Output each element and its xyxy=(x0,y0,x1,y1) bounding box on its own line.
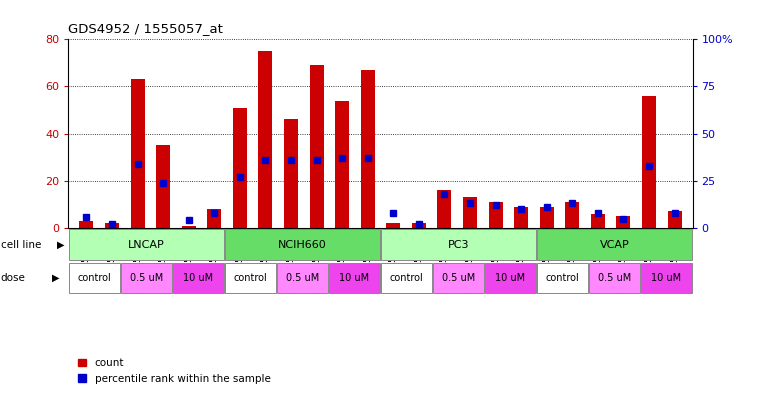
Text: 0.5 uM: 0.5 uM xyxy=(286,273,319,283)
Bar xyxy=(130,79,145,228)
Bar xyxy=(79,221,94,228)
Bar xyxy=(233,108,247,228)
FancyBboxPatch shape xyxy=(330,263,380,294)
Text: control: control xyxy=(390,273,423,283)
Text: 0.5 uM: 0.5 uM xyxy=(130,273,163,283)
Text: VCAP: VCAP xyxy=(600,240,629,250)
Bar xyxy=(387,223,400,228)
Bar xyxy=(591,214,605,228)
Bar xyxy=(463,197,477,228)
Text: 10 uM: 10 uM xyxy=(495,273,526,283)
FancyBboxPatch shape xyxy=(381,229,536,260)
Text: 0.5 uM: 0.5 uM xyxy=(442,273,475,283)
Bar xyxy=(642,96,656,228)
Legend: count, percentile rank within the sample: count, percentile rank within the sample xyxy=(74,354,275,388)
Text: GDS4952 / 1555057_at: GDS4952 / 1555057_at xyxy=(68,22,224,35)
Text: LNCAP: LNCAP xyxy=(128,240,165,250)
FancyBboxPatch shape xyxy=(589,263,640,294)
Bar xyxy=(412,223,426,228)
FancyBboxPatch shape xyxy=(433,263,484,294)
Text: 0.5 uM: 0.5 uM xyxy=(598,273,631,283)
Text: control: control xyxy=(78,273,111,283)
Text: ▶: ▶ xyxy=(52,273,59,283)
FancyBboxPatch shape xyxy=(69,263,119,294)
Bar xyxy=(361,70,374,228)
Text: 10 uM: 10 uM xyxy=(183,273,214,283)
Bar xyxy=(310,65,323,228)
Bar xyxy=(105,223,119,228)
Text: dose: dose xyxy=(1,273,26,283)
Bar xyxy=(438,190,451,228)
FancyBboxPatch shape xyxy=(537,263,587,294)
Bar xyxy=(540,207,554,228)
FancyBboxPatch shape xyxy=(642,263,692,294)
FancyBboxPatch shape xyxy=(174,263,224,294)
Text: 10 uM: 10 uM xyxy=(339,273,370,283)
Text: control: control xyxy=(234,273,267,283)
FancyBboxPatch shape xyxy=(225,229,380,260)
FancyBboxPatch shape xyxy=(537,229,692,260)
FancyBboxPatch shape xyxy=(225,263,275,294)
FancyBboxPatch shape xyxy=(121,263,172,294)
FancyBboxPatch shape xyxy=(69,229,224,260)
Bar xyxy=(616,216,631,228)
FancyBboxPatch shape xyxy=(486,263,536,294)
FancyBboxPatch shape xyxy=(277,263,328,294)
Bar xyxy=(667,211,682,228)
Bar xyxy=(156,145,170,228)
Text: ▶: ▶ xyxy=(57,240,65,250)
Bar xyxy=(335,101,349,228)
Text: 10 uM: 10 uM xyxy=(651,273,682,283)
Bar xyxy=(259,51,272,228)
Bar xyxy=(182,226,196,228)
Text: control: control xyxy=(546,273,579,283)
Text: NCIH660: NCIH660 xyxy=(278,240,327,250)
Text: PC3: PC3 xyxy=(447,240,470,250)
Bar xyxy=(565,202,579,228)
Text: cell line: cell line xyxy=(1,240,41,250)
Bar xyxy=(207,209,221,228)
Bar xyxy=(284,119,298,228)
Bar xyxy=(514,207,528,228)
Bar xyxy=(489,202,502,228)
FancyBboxPatch shape xyxy=(381,263,431,294)
